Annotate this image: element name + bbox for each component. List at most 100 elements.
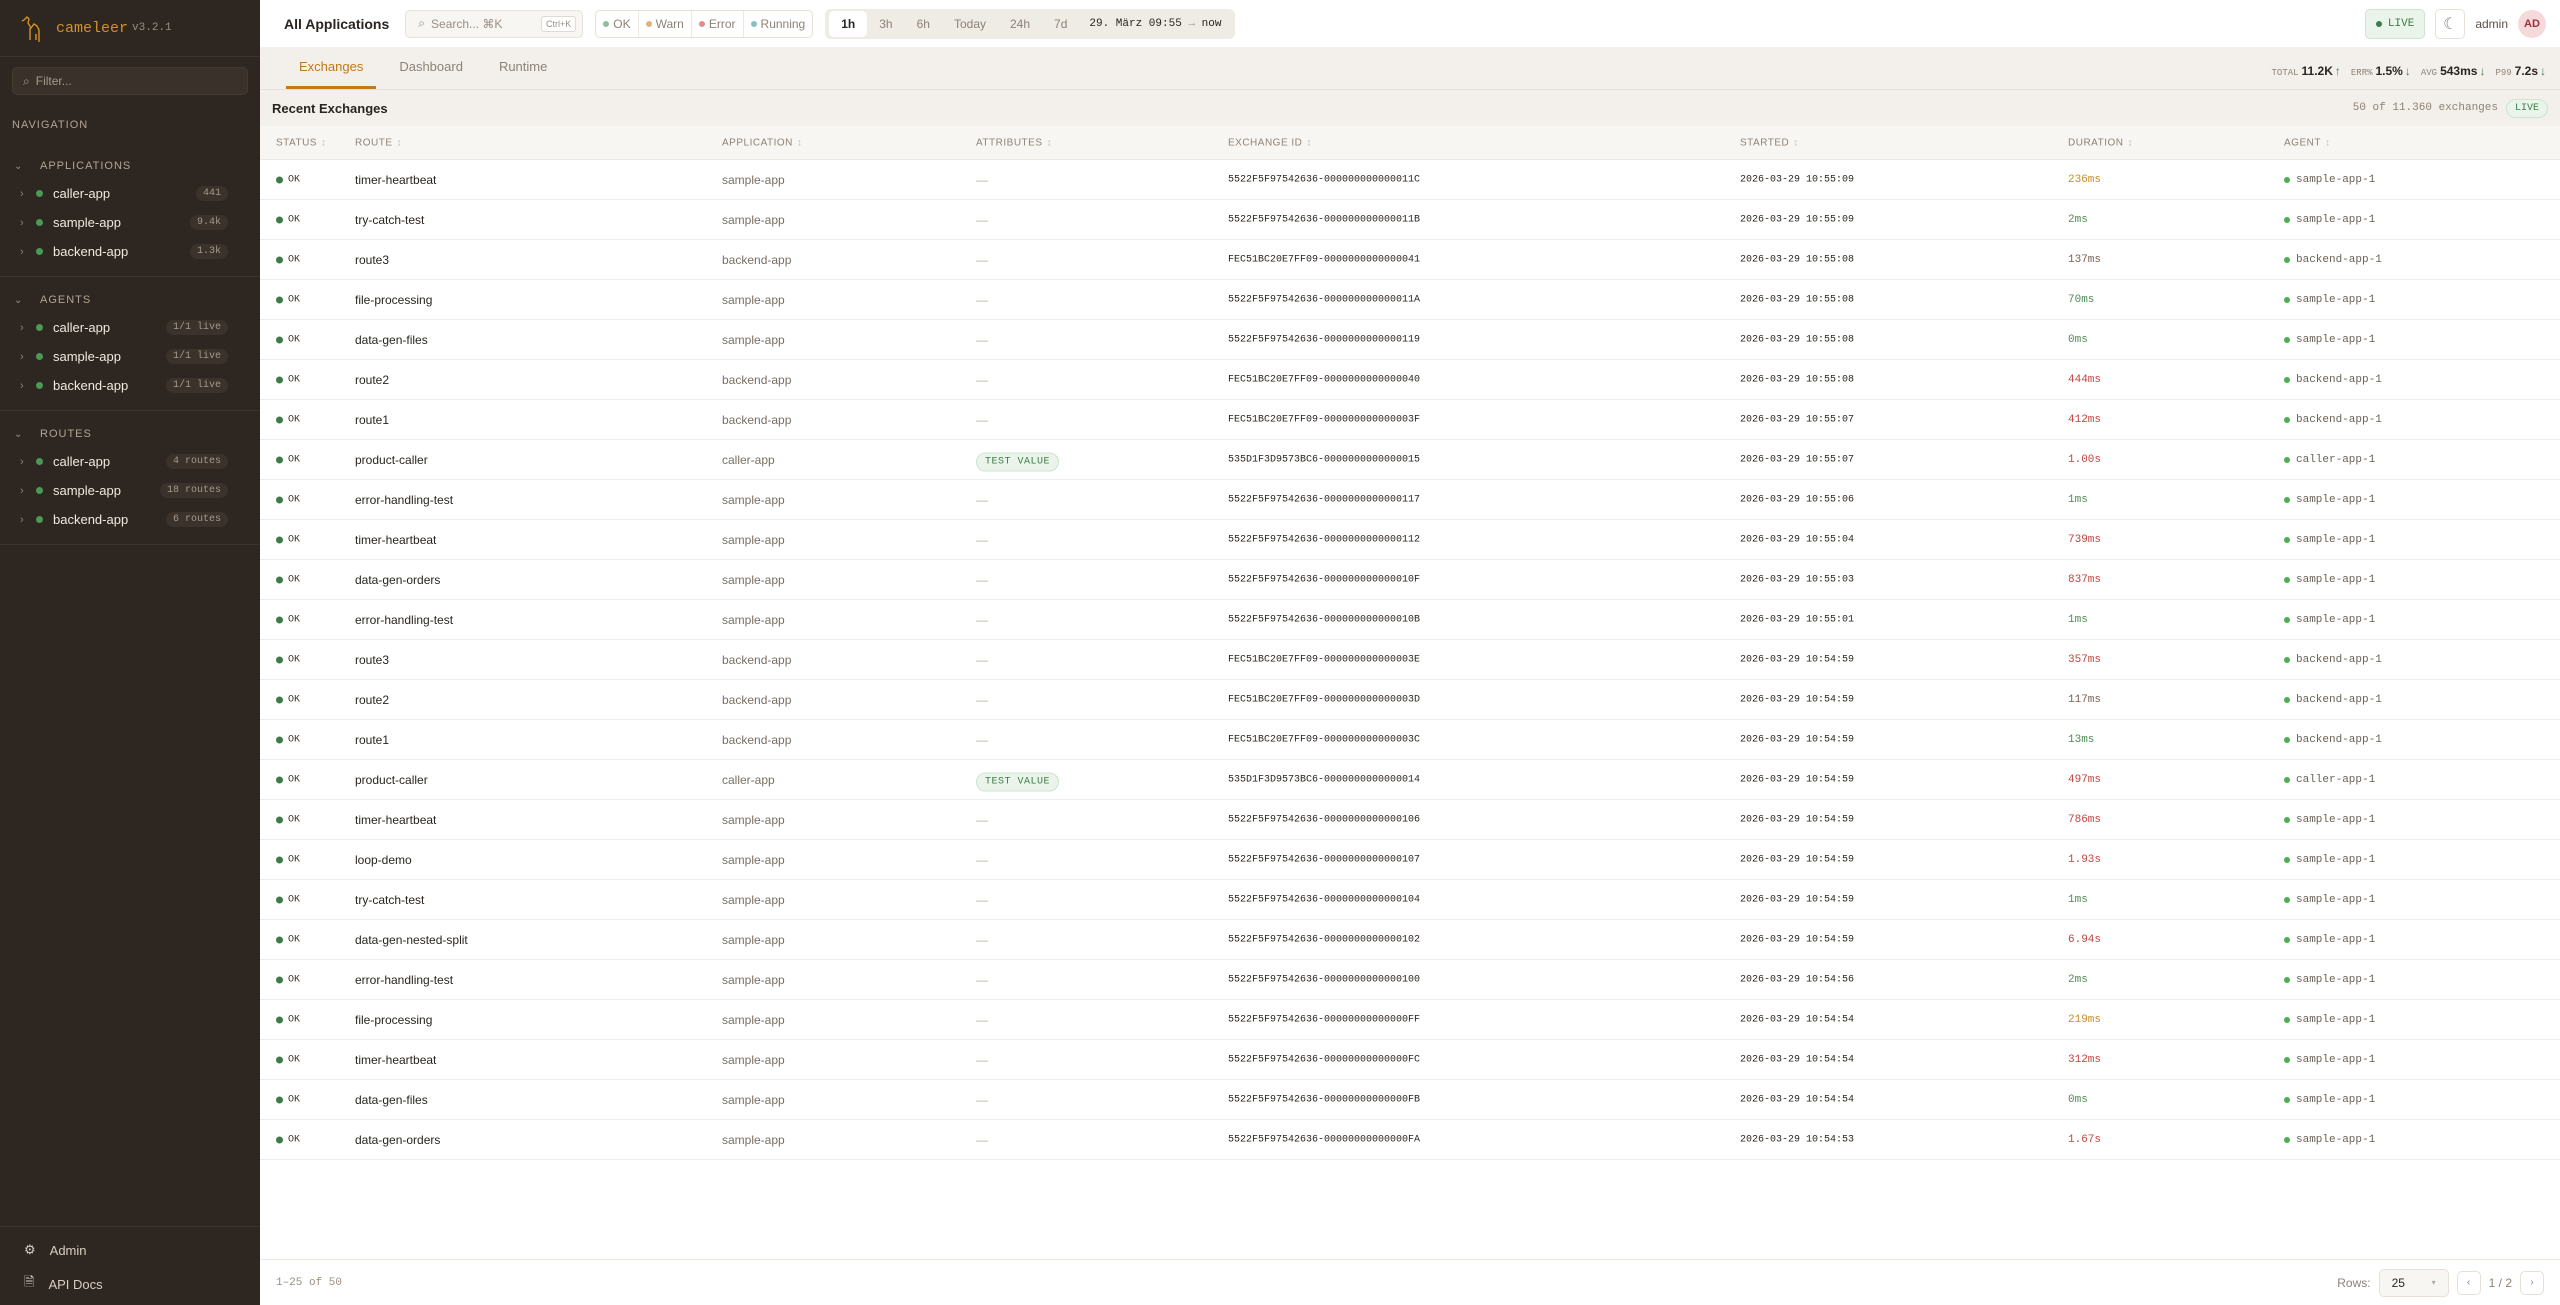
- sidebar-item-backend-app[interactable]: › backend-app 1/1 live: [0, 371, 260, 400]
- route-cell[interactable]: route3: [355, 652, 390, 667]
- exchange-id-cell[interactable]: 5522F5F97542636-0000000000000106: [1228, 814, 1421, 825]
- exchange-id-cell[interactable]: FEC51BC20E7FF09-000000000000003C: [1228, 734, 1421, 745]
- agent-cell[interactable]: sample-app-1: [2284, 214, 2375, 226]
- table-row[interactable]: OK product-caller caller-app TEST VALUE 535D…: [260, 760, 2560, 800]
- sidebar-item-sample-app[interactable]: › sample-app 18 routes: [0, 476, 260, 505]
- route-cell[interactable]: timer-heartbeat: [355, 812, 437, 827]
- agent-cell[interactable]: backend-app-1: [2284, 414, 2382, 426]
- prev-page-button[interactable]: ‹: [2456, 1270, 2481, 1295]
- exchange-id-cell[interactable]: 5522F5F97542636-00000000000000FF: [1228, 1014, 1421, 1025]
- exchange-id-cell[interactable]: 5522F5F97542636-0000000000000117: [1228, 494, 1421, 505]
- table-row[interactable]: OK timer-heartbeat sample-app — 5522F5F97542…: [260, 520, 2560, 560]
- agent-cell[interactable]: backend-app-1: [2284, 374, 2382, 386]
- sidebar-item-backend-app[interactable]: › backend-app 1.3k: [0, 237, 260, 266]
- exchange-id-cell[interactable]: 5522F5F97542636-0000000000000100: [1228, 974, 1421, 985]
- agent-cell[interactable]: sample-app-1: [2284, 1094, 2375, 1106]
- table-row[interactable]: OK try-catch-test sample-app — 5522F5F975426…: [260, 200, 2560, 240]
- table-row[interactable]: OK try-catch-test sample-app — 5522F5F975426…: [260, 880, 2560, 920]
- agent-cell[interactable]: sample-app-1: [2284, 1014, 2375, 1026]
- route-cell[interactable]: route2: [355, 692, 390, 707]
- column-header-route[interactable]: ROUTE ↕: [355, 137, 402, 148]
- route-cell[interactable]: data-gen-nested-split: [355, 932, 468, 947]
- table-row[interactable]: OK timer-heartbeat sample-app — 5522F5F97542…: [260, 800, 2560, 840]
- exchange-id-cell[interactable]: FEC51BC20E7FF09-0000000000000040: [1228, 374, 1421, 385]
- column-header-status[interactable]: STATUS ↕: [276, 137, 326, 148]
- exchange-id-cell[interactable]: 535D1F3D9573BC6-0000000000000014: [1228, 774, 1421, 785]
- exchange-id-cell[interactable]: 5522F5F97542636-000000000000011B: [1228, 214, 1421, 225]
- agent-cell[interactable]: sample-app-1: [2284, 1054, 2375, 1066]
- route-cell[interactable]: data-gen-orders: [355, 1132, 441, 1147]
- exchange-id-cell[interactable]: FEC51BC20E7FF09-000000000000003D: [1228, 694, 1421, 705]
- exchange-id-cell[interactable]: 5522F5F97542636-00000000000000FB: [1228, 1094, 1421, 1105]
- table-row[interactable]: OK loop-demo sample-app — 5522F5F97542636-00…: [260, 840, 2560, 880]
- column-header-exchange-id[interactable]: EXCHANGE ID ↕: [1228, 137, 1312, 148]
- exchange-id-cell[interactable]: FEC51BC20E7FF09-000000000000003E: [1228, 654, 1421, 665]
- table-row[interactable]: OK route2 backend-app — FEC51BC20E7FF09-0000…: [260, 680, 2560, 720]
- route-cell[interactable]: error-handling-test: [355, 972, 454, 987]
- time-preset-24h[interactable]: 24h: [1010, 16, 1031, 31]
- agent-cell[interactable]: backend-app-1: [2284, 654, 2382, 666]
- agent-cell[interactable]: sample-app-1: [2284, 974, 2375, 986]
- exchange-id-cell[interactable]: 5522F5F97542636-0000000000000119: [1228, 334, 1421, 345]
- sidebar-item-caller-app[interactable]: › caller-app 441: [0, 179, 260, 208]
- time-preset-6h[interactable]: 6h: [916, 16, 930, 31]
- route-cell[interactable]: try-catch-test: [355, 892, 425, 907]
- agent-cell[interactable]: sample-app-1: [2284, 534, 2375, 546]
- agent-cell[interactable]: sample-app-1: [2284, 614, 2375, 626]
- exchange-id-cell[interactable]: 5522F5F97542636-0000000000000104: [1228, 894, 1421, 905]
- exchange-id-cell[interactable]: 5522F5F97542636-0000000000000112: [1228, 534, 1421, 545]
- exchange-id-cell[interactable]: 5522F5F97542636-00000000000000FC: [1228, 1054, 1421, 1065]
- table-row[interactable]: OK timer-heartbeat sample-app — 5522F5F97542…: [260, 160, 2560, 200]
- agent-cell[interactable]: sample-app-1: [2284, 934, 2375, 946]
- agent-cell[interactable]: backend-app-1: [2284, 734, 2382, 746]
- column-header-application[interactable]: APPLICATION ↕: [722, 137, 802, 148]
- column-header-agent[interactable]: AGENT ↕: [2284, 137, 2330, 148]
- agent-cell[interactable]: backend-app-1: [2284, 694, 2382, 706]
- route-cell[interactable]: product-caller: [355, 452, 428, 467]
- exchange-id-cell[interactable]: 5522F5F97542636-0000000000000102: [1228, 934, 1421, 945]
- agent-cell[interactable]: backend-app-1: [2284, 254, 2382, 266]
- table-row[interactable]: OK route2 backend-app — FEC51BC20E7FF09-0000…: [260, 360, 2560, 400]
- next-page-button[interactable]: ›: [2520, 1270, 2544, 1295]
- section-header[interactable]: ⌄ APPLICATIONS: [0, 153, 260, 179]
- exchange-id-cell[interactable]: 5522F5F97542636-000000000000011A: [1228, 294, 1421, 305]
- status-filter-warn[interactable]: Warn: [639, 10, 692, 37]
- table-row[interactable]: OK data-gen-files sample-app — 5522F5F975426…: [260, 1080, 2560, 1120]
- time-preset-today[interactable]: Today: [953, 16, 986, 31]
- route-cell[interactable]: try-catch-test: [355, 212, 425, 227]
- agent-cell[interactable]: sample-app-1: [2284, 1134, 2375, 1146]
- agent-cell[interactable]: sample-app-1: [2284, 174, 2375, 186]
- section-header[interactable]: ⌄ ROUTES: [0, 421, 260, 447]
- table-row[interactable]: OK error-handling-test sample-app — 5522F5F9…: [260, 480, 2560, 520]
- table-row[interactable]: OK error-handling-test sample-app — 5522F5F9…: [260, 960, 2560, 1000]
- exchange-id-cell[interactable]: 5522F5F97542636-000000000000011C: [1228, 174, 1421, 185]
- agent-cell[interactable]: caller-app-1: [2284, 774, 2375, 786]
- logo[interactable]: cameleer v3.2.1: [0, 0, 260, 56]
- route-cell[interactable]: error-handling-test: [355, 612, 454, 627]
- sidebar-api-docs-link[interactable]: 🗎 API Docs: [0, 1267, 260, 1301]
- route-cell[interactable]: route1: [355, 412, 390, 427]
- sidebar-item-sample-app[interactable]: › sample-app 9.4k: [0, 208, 260, 237]
- agent-cell[interactable]: sample-app-1: [2284, 894, 2375, 906]
- route-cell[interactable]: data-gen-files: [355, 1092, 428, 1107]
- exchange-id-cell[interactable]: 5522F5F97542636-000000000000010F: [1228, 574, 1421, 585]
- tab-exchanges[interactable]: Exchanges: [286, 46, 377, 89]
- agent-cell[interactable]: sample-app-1: [2284, 814, 2375, 826]
- table-row[interactable]: OK route1 backend-app — FEC51BC20E7FF09-0000…: [260, 400, 2560, 440]
- table-row[interactable]: OK file-processing sample-app — 5522F5F97542…: [260, 280, 2560, 320]
- tab-runtime[interactable]: Runtime: [498, 58, 548, 74]
- time-preset-3h[interactable]: 3h: [879, 16, 893, 31]
- sidebar-item-caller-app[interactable]: › caller-app 4 routes: [0, 447, 260, 476]
- table-row[interactable]: OK data-gen-orders sample-app — 5522F5F97542…: [260, 1120, 2560, 1160]
- table-row[interactable]: OK data-gen-nested-split sample-app — 5522F5…: [260, 920, 2560, 960]
- exchange-id-cell[interactable]: 5522F5F97542636-00000000000000FA: [1228, 1134, 1421, 1145]
- table-row[interactable]: OK route1 backend-app — FEC51BC20E7FF09-0000…: [260, 720, 2560, 760]
- time-preset-7d[interactable]: 7d: [1054, 16, 1068, 31]
- tab-dashboard[interactable]: Dashboard: [399, 58, 463, 74]
- status-filter-running[interactable]: Running: [744, 11, 813, 37]
- route-cell[interactable]: route3: [355, 252, 390, 267]
- agent-cell[interactable]: sample-app-1: [2284, 294, 2375, 306]
- route-cell[interactable]: route2: [355, 372, 390, 387]
- route-cell[interactable]: data-gen-orders: [355, 572, 441, 587]
- table-row[interactable]: OK route3 backend-app — FEC51BC20E7FF09-0000…: [260, 240, 2560, 280]
